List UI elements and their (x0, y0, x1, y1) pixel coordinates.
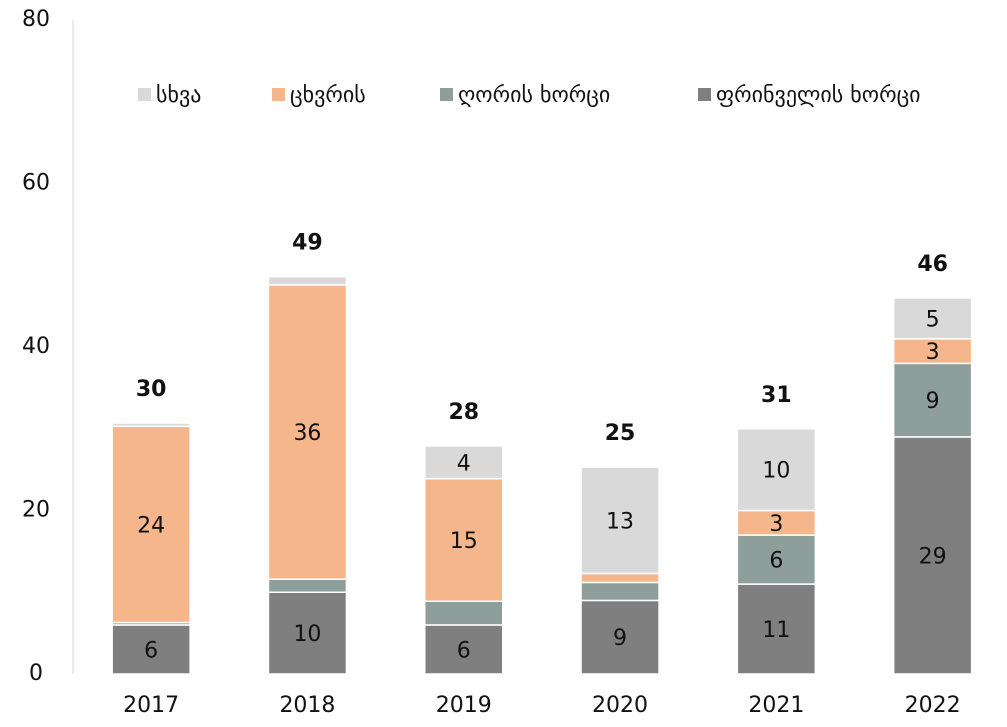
x-tick-label: 2017 (123, 693, 179, 718)
bar-segment (424, 445, 504, 480)
bar-segment (424, 624, 504, 675)
bar-segment (111, 624, 191, 675)
data-label: 36 (293, 421, 321, 446)
bar-segment (424, 600, 504, 626)
y-tick-label: 40 (22, 334, 50, 359)
y-tick-label: 0 (29, 661, 43, 686)
bar-segment (736, 428, 817, 512)
data-label: 15 (450, 529, 478, 554)
bar-segment (267, 578, 348, 593)
total-label: 30 (136, 377, 167, 402)
x-tick-label: 2019 (436, 693, 492, 718)
legend-label: ცხვრის (290, 83, 366, 108)
bar-segment (892, 338, 973, 365)
bar-segment (580, 466, 660, 575)
data-label: 24 (137, 513, 165, 538)
y-tick-label: 80 (22, 7, 50, 32)
legend-label: ფრინველის ხორცი (716, 83, 921, 108)
x-tick-label: 2022 (905, 693, 961, 718)
bar-segment (892, 436, 973, 675)
total-label: 46 (917, 252, 948, 277)
bar-segment (111, 422, 191, 428)
bar-segment (580, 599, 660, 675)
x-tick-label: 2021 (748, 693, 804, 718)
bar-segment (267, 591, 348, 675)
bar-segment (111, 425, 191, 624)
bar-segment (267, 284, 348, 580)
x-tick-label: 2018 (279, 693, 335, 718)
data-label: 11 (762, 618, 790, 643)
total-label: 25 (605, 421, 636, 446)
bar-segment (736, 583, 817, 675)
legend-label: სხვა (156, 83, 201, 108)
total-label: 49 (292, 231, 323, 256)
data-label: 29 (919, 544, 947, 569)
bar-segment (892, 362, 973, 438)
bar-segment (736, 509, 817, 536)
data-label: 3 (926, 340, 940, 365)
bar-segment (736, 534, 817, 585)
bar-segment (580, 581, 660, 602)
y-tick-label: 60 (22, 171, 50, 196)
total-label: 31 (761, 383, 792, 408)
legend-swatch (138, 88, 151, 101)
legend-swatch (698, 88, 711, 101)
y-tick-label: 20 (22, 498, 50, 523)
data-label: 4 (457, 451, 471, 476)
data-label: 5 (926, 307, 940, 332)
legend-label: ღორის ხორცი (458, 83, 610, 108)
data-label: 6 (769, 549, 783, 574)
data-label: 9 (926, 389, 940, 414)
data-label: 9 (613, 626, 627, 651)
bar-segment (892, 297, 973, 340)
data-label: 10 (762, 459, 790, 484)
data-label: 6 (144, 638, 158, 663)
bar-segment (267, 275, 348, 286)
bar-segment (580, 572, 660, 584)
data-label: 3 (769, 512, 783, 537)
data-label: 13 (606, 509, 634, 534)
data-label: 10 (293, 622, 321, 647)
bar-segment (424, 477, 504, 602)
legend-swatch (272, 88, 285, 101)
legend-swatch (440, 88, 453, 101)
total-label: 28 (448, 400, 479, 425)
data-label: 6 (457, 638, 471, 663)
x-tick-label: 2020 (592, 693, 648, 718)
